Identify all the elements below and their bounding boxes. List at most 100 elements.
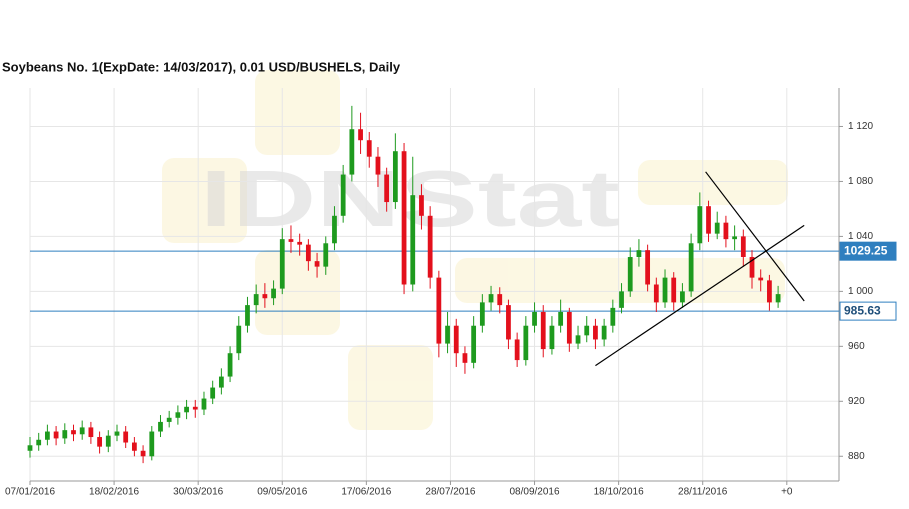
candle-body bbox=[714, 222, 720, 234]
candle-body bbox=[71, 430, 76, 435]
candle-body bbox=[271, 288, 276, 299]
candle-body bbox=[375, 156, 381, 175]
candle-body bbox=[123, 431, 129, 443]
candle-body bbox=[566, 311, 572, 344]
y-tick-label: 960 bbox=[848, 341, 865, 352]
candle-body bbox=[97, 437, 102, 447]
candle-body bbox=[723, 222, 729, 240]
candle-body bbox=[462, 353, 468, 363]
candle-body bbox=[619, 291, 624, 308]
candle-body bbox=[453, 325, 459, 354]
candle-body bbox=[297, 241, 303, 245]
candle-body bbox=[314, 261, 320, 267]
candle-body bbox=[158, 421, 163, 432]
candle-body bbox=[332, 215, 337, 244]
x-tick-label: 18/02/2016 bbox=[89, 487, 139, 498]
x-tick-label: 17/06/2016 bbox=[341, 487, 391, 498]
candle-body bbox=[366, 140, 372, 157]
candle-body bbox=[767, 280, 772, 303]
candle-body bbox=[149, 431, 155, 457]
candle-body bbox=[62, 430, 68, 439]
candle-body bbox=[392, 151, 398, 203]
candle-body bbox=[419, 195, 424, 216]
y-tick-label: 1 000 bbox=[848, 286, 873, 297]
candle-body bbox=[436, 277, 442, 344]
candle-body bbox=[671, 277, 677, 303]
candle-body bbox=[236, 325, 242, 354]
candle-body bbox=[45, 431, 50, 440]
x-tick-label: 28/07/2016 bbox=[425, 487, 475, 498]
candle-body bbox=[262, 294, 268, 299]
candle-body bbox=[523, 325, 529, 361]
candle-body bbox=[479, 302, 485, 326]
x-tick-label: 28/11/2016 bbox=[678, 487, 728, 498]
x-tick-label: 07/01/2016 bbox=[5, 487, 55, 498]
x-tick-label: 09/05/2016 bbox=[257, 487, 307, 498]
candle-body bbox=[636, 250, 642, 258]
candle-body bbox=[697, 206, 703, 244]
candle-body bbox=[184, 406, 189, 413]
candle-body bbox=[340, 174, 346, 216]
candle-body bbox=[288, 239, 294, 242]
candle-body bbox=[131, 442, 137, 451]
candle-body bbox=[305, 244, 311, 262]
candle-body bbox=[53, 431, 59, 439]
chart-title: Soybeans No. 1(ExpDate: 14/03/2017), 0.0… bbox=[2, 59, 401, 74]
candle-body bbox=[540, 311, 546, 350]
candle-body bbox=[740, 236, 746, 258]
candle-body bbox=[506, 305, 511, 340]
candle-body bbox=[323, 243, 329, 267]
candle-body bbox=[584, 325, 590, 336]
candle-body bbox=[27, 445, 33, 451]
x-tick-label: +0 bbox=[781, 487, 793, 498]
candle-body bbox=[245, 305, 250, 326]
candle-body bbox=[732, 236, 738, 240]
candle-body bbox=[497, 294, 503, 306]
candle-body bbox=[680, 291, 685, 303]
candle-body bbox=[114, 431, 120, 436]
candle-body bbox=[36, 439, 42, 446]
candle-body bbox=[349, 129, 355, 175]
candle-body bbox=[175, 412, 181, 418]
candle-body bbox=[706, 206, 711, 234]
x-tick-label: 18/10/2016 bbox=[594, 487, 644, 498]
y-tick-label: 1 120 bbox=[848, 121, 873, 132]
candle-body bbox=[210, 387, 216, 399]
candle-body bbox=[105, 435, 111, 447]
candle-body bbox=[218, 376, 224, 388]
candle-body bbox=[575, 335, 581, 344]
x-tick-label: 30/03/2016 bbox=[173, 487, 223, 498]
candle-body bbox=[601, 325, 607, 340]
level-label-box bbox=[839, 301, 897, 321]
candle-body bbox=[253, 294, 259, 306]
trendline bbox=[595, 224, 805, 367]
candle-body bbox=[514, 339, 520, 361]
candle-body bbox=[166, 417, 172, 422]
candle-body bbox=[410, 195, 416, 285]
candle-body bbox=[488, 294, 494, 303]
candle-body bbox=[192, 406, 198, 410]
candle-body bbox=[358, 129, 363, 141]
candle-body bbox=[749, 257, 755, 278]
candle-body bbox=[549, 325, 555, 350]
level-label: 1029.25 bbox=[844, 243, 888, 257]
candle-body bbox=[775, 294, 781, 303]
candle-body bbox=[140, 450, 146, 457]
y-tick-label: 1 040 bbox=[848, 231, 873, 242]
level-label-box bbox=[839, 241, 897, 261]
candle-body bbox=[653, 284, 659, 303]
watermark-tiles bbox=[162, 70, 788, 430]
candle-body bbox=[532, 311, 537, 326]
candle-body bbox=[384, 174, 390, 203]
candle-body bbox=[471, 325, 477, 363]
candle-body bbox=[627, 257, 633, 292]
candle-body bbox=[401, 151, 407, 285]
watermark: IDNStat bbox=[200, 154, 620, 243]
candle-body bbox=[645, 250, 651, 285]
candle-body bbox=[758, 277, 764, 281]
trendline bbox=[705, 171, 805, 302]
y-tick-label: 920 bbox=[848, 396, 865, 407]
candle-body bbox=[79, 427, 85, 435]
candle-body bbox=[88, 427, 94, 438]
candle-body bbox=[558, 311, 564, 326]
